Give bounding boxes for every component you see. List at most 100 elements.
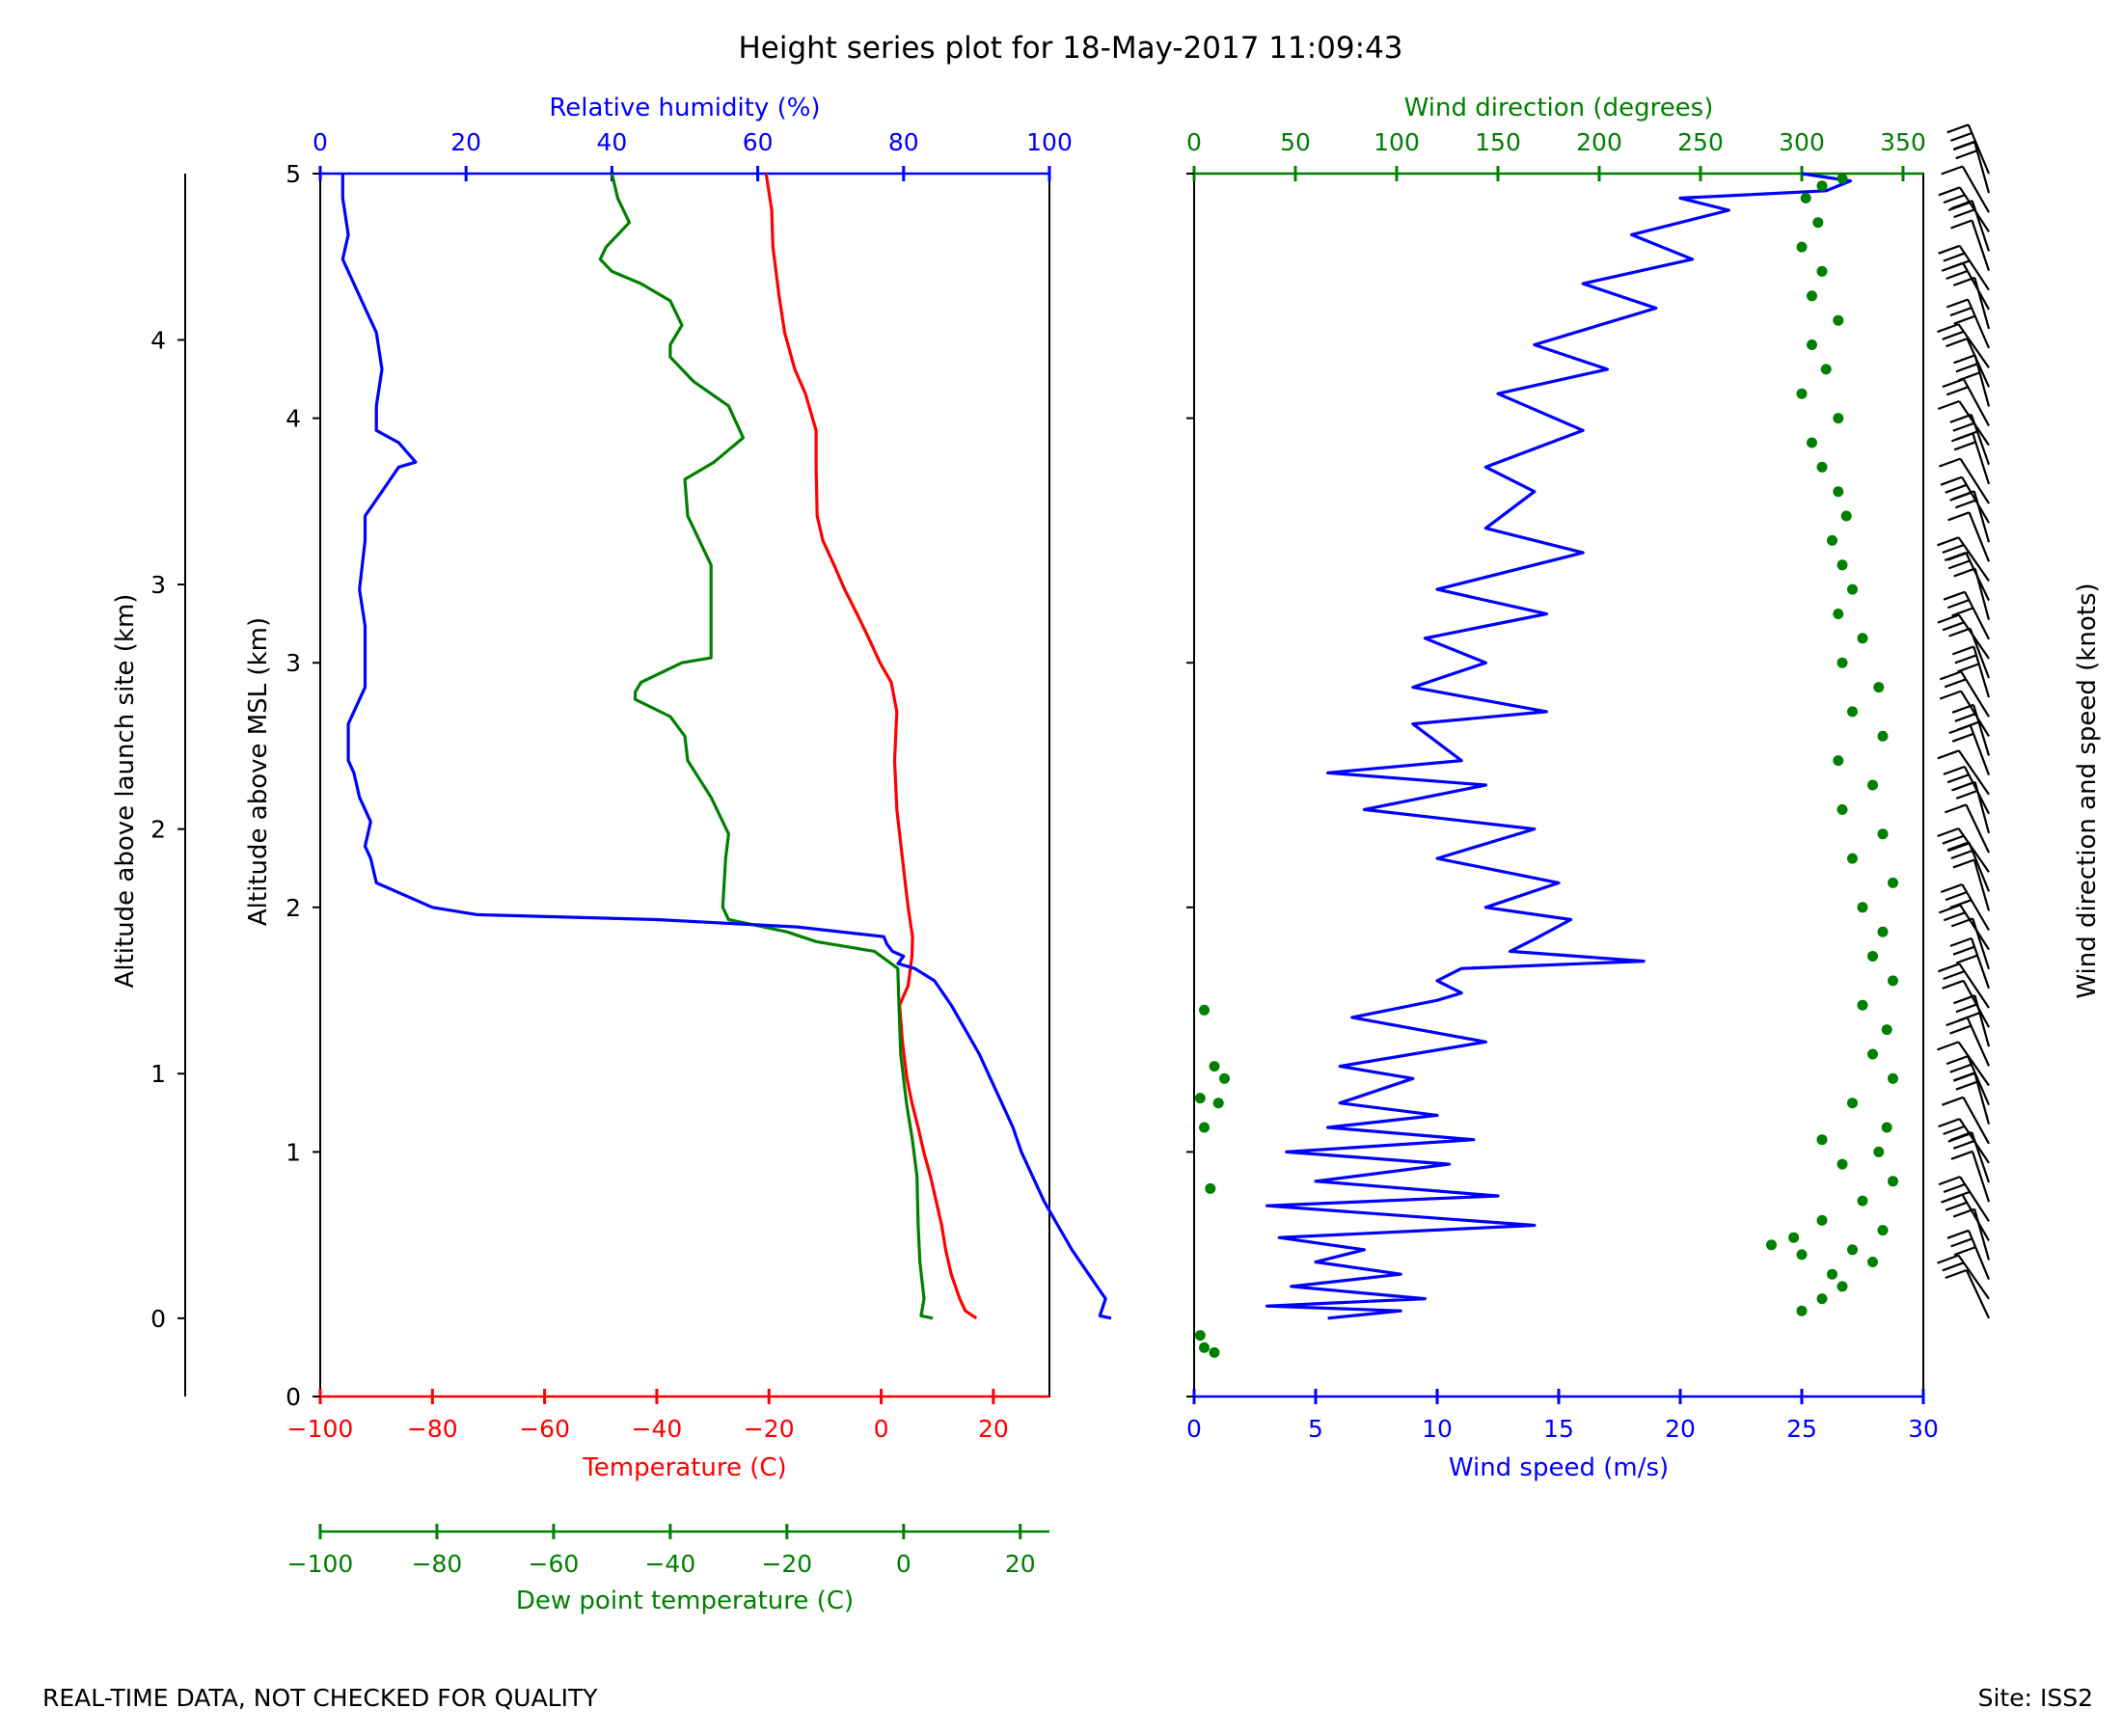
wind-direction-point (1847, 853, 1858, 864)
wind-barb (1942, 378, 1990, 427)
wind-barb (1937, 749, 1990, 796)
wind-direction-point (1877, 926, 1889, 937)
temperature-tick-label: −60 (519, 1415, 570, 1443)
wind-barb (1937, 1254, 1990, 1300)
dew-point-temperature-line (598, 173, 934, 1320)
wind-direction-point (1816, 1293, 1828, 1305)
barbs-axis-label: Wind direction and speed (knots) (2073, 583, 2102, 998)
wind-direction-axis-label: Wind direction (degrees) (1404, 94, 1714, 122)
dewpoint-tick-label: −20 (761, 1550, 812, 1578)
msl-axis-label: Altitude above MSL (km) (244, 617, 273, 926)
wind-direction-point (1205, 1182, 1216, 1194)
msl-tick-label: 1 (286, 1138, 301, 1166)
wind-direction-point (1796, 388, 1808, 399)
wind-speed-tick-label: 0 (1186, 1415, 1202, 1443)
humidity-tick-label: 40 (596, 128, 627, 156)
wind-barb (1940, 475, 1990, 524)
wind-direction-point (1833, 609, 1844, 619)
msl-tick-label: 2 (286, 894, 301, 922)
wind-direction-point (1836, 559, 1848, 571)
wind-barb (1938, 1176, 1990, 1222)
wind-barb (1938, 244, 1990, 291)
humidity-tick-label: 20 (450, 128, 481, 156)
wind-direction-point (1833, 486, 1844, 498)
wind-barb (1946, 1229, 1991, 1281)
wind-barb (1937, 323, 1990, 368)
wind-barb (1938, 963, 1990, 1009)
wind-direction-point (1816, 180, 1828, 192)
wind-direction-point (1833, 755, 1844, 767)
wind-barb (1947, 511, 1991, 562)
wind-speed-axis-label: Wind speed (m/s) (1449, 1453, 1669, 1482)
dewpoint-tick-label: −100 (287, 1550, 354, 1578)
wind-direction-point (1867, 1257, 1878, 1267)
wind-direction-point (1836, 173, 1848, 184)
wind-barb (1953, 994, 1991, 1047)
wind-direction-point (1800, 192, 1811, 203)
wind-direction-point (1199, 1004, 1210, 1016)
msl-tick-label: 4 (286, 405, 301, 433)
wind-direction-tick-label: 100 (1374, 128, 1420, 156)
wind-barb (1945, 803, 1990, 854)
wind-direction-point (1812, 217, 1824, 229)
wind-direction-point (1219, 1072, 1230, 1084)
wind-direction-point (1796, 1249, 1808, 1261)
wind-barb (1946, 123, 1991, 175)
wind-direction-point (1888, 1176, 1898, 1187)
wind-barb (1949, 936, 1991, 990)
wind-direction-point (1888, 1072, 1898, 1084)
wind-barb (1945, 298, 1991, 349)
wind-direction-point (1836, 803, 1848, 815)
wind-direction-point (1194, 1330, 1206, 1342)
wind-direction-point (1867, 1048, 1878, 1060)
wind-frame (1193, 173, 1924, 1397)
wind-direction-point (1881, 1122, 1892, 1133)
wind-direction-point (1807, 437, 1817, 448)
wind-barb (1943, 765, 1990, 815)
wind-barb (1937, 536, 1990, 583)
wind-barb (1937, 399, 1990, 447)
wind-direction-point (1857, 1195, 1868, 1207)
wind-direction-tick-label: 150 (1475, 128, 1521, 156)
wind-direction-point (1807, 339, 1817, 350)
wind-direction-point (1877, 1225, 1889, 1236)
wind-barb (1938, 186, 1990, 232)
wind-barb (1941, 165, 1990, 213)
wind-barb (1952, 858, 1991, 911)
wind-direction-point (1820, 364, 1832, 375)
wind-barb (1950, 1150, 1991, 1203)
wind-direction-point (1847, 1098, 1858, 1109)
wind-barb (1951, 703, 1991, 756)
wind-direction-point (1788, 1232, 1800, 1243)
thermo-ticks: 0 20 40 60 80 100−100 −80 −60 −40 −20 0 20−100 −80 −6… (150, 128, 1073, 1578)
msl-tick-label: 5 (286, 160, 301, 188)
wind-barb (1937, 1041, 1990, 1087)
wind-direction-point (1857, 633, 1868, 644)
temperature-line (764, 173, 978, 1320)
wind-direction-point (1796, 241, 1808, 253)
wind-direction-point (1867, 951, 1878, 962)
temperature-tick-label: −40 (632, 1415, 683, 1443)
wind-barbs (1937, 123, 1991, 1319)
wind-direction-point (1836, 657, 1848, 668)
wind-direction-tick-label: 350 (1880, 128, 1926, 156)
wind-barb (1945, 338, 1991, 388)
humidity-tick-label: 60 (743, 128, 774, 156)
wind-barb (1945, 1055, 1991, 1106)
dewpoint-tick-label: −40 (644, 1550, 695, 1578)
wind-direction-point (1807, 290, 1817, 302)
msl-tick-label: 3 (286, 649, 301, 677)
wind-panel: 0 50 100 150 200 250 300 350 0 5 10 15 20 25 30 Wind d… (1186, 94, 2102, 1482)
wind-direction-point (1877, 828, 1889, 840)
wind-direction-point (1857, 902, 1868, 913)
humidity-tick-label: 80 (888, 128, 919, 156)
wind-direction-point (1877, 730, 1889, 742)
wind-direction-point (1816, 265, 1828, 277)
wind-direction-point (1816, 1134, 1828, 1146)
launch-site-axis-label: Altitude above launch site (km) (111, 594, 140, 989)
dewpoint-tick-label: 0 (896, 1550, 911, 1578)
wind-direction-point (1881, 1024, 1892, 1036)
wind-direction-tick-label: 200 (1576, 128, 1622, 156)
wind-barb (1945, 1268, 1990, 1319)
wind-barb (1937, 827, 1990, 873)
